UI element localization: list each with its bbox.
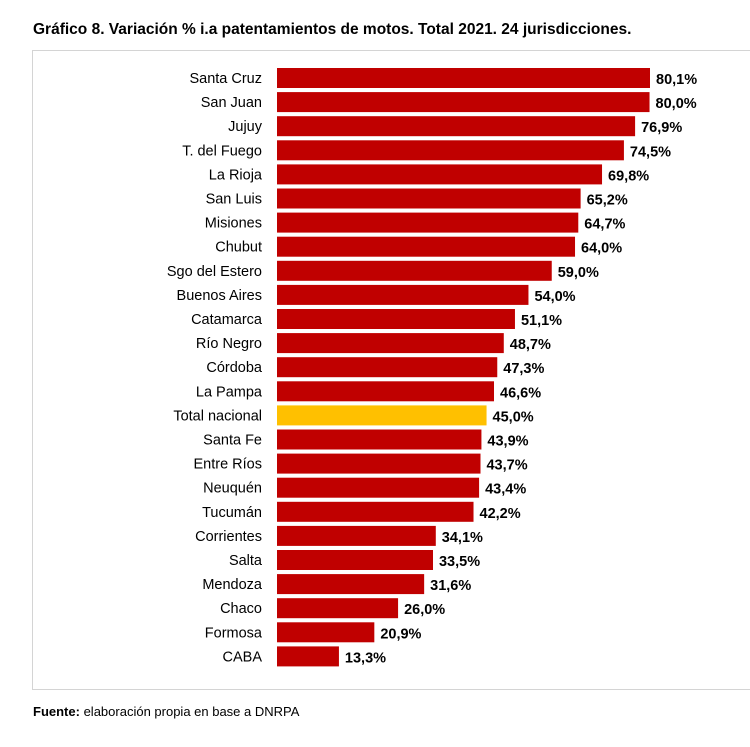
category-label-mendoza: Mendoza (202, 577, 263, 593)
value-label-salta: 33,5% (439, 554, 480, 570)
category-label-total-nacional: Total nacional (173, 408, 262, 424)
bar-buenos-aires (277, 284, 529, 305)
category-label-san-juan: San Juan (201, 95, 262, 111)
category-label-chubut: Chubut (215, 240, 262, 256)
category-label-rio-negro: Río Negro (196, 336, 262, 352)
value-label-misiones: 64,7% (584, 217, 625, 233)
source-note: Fuente: elaboración propia en base a DNR… (33, 704, 299, 719)
value-label-catamarca: 51,1% (521, 313, 562, 329)
category-label-catamarca: Catamarca (191, 312, 263, 328)
bar-cordoba (277, 357, 498, 378)
category-label-santa-cruz: Santa Cruz (189, 71, 262, 87)
bar-mendoza (277, 574, 425, 595)
category-label-jujuy: Jujuy (228, 119, 263, 135)
category-label-caba: CABA (223, 649, 263, 665)
value-label-corrientes: 34,1% (442, 530, 483, 546)
bar-total-nacional (277, 405, 487, 426)
source-text: elaboración propia en base a DNRPA (83, 704, 300, 719)
bar-entre-rios (277, 453, 481, 474)
category-label-la-pampa: La Pampa (196, 384, 263, 400)
category-label-buenos-aires: Buenos Aires (177, 288, 262, 304)
bar-chubut (277, 236, 576, 257)
bar-formosa (277, 622, 375, 643)
value-label-chaco: 26,0% (404, 602, 445, 618)
value-label-santa-fe: 43,9% (487, 434, 528, 450)
category-label-santa-fe: Santa Fe (203, 433, 262, 449)
bar-chaco (277, 598, 399, 619)
value-label-chubut: 64,0% (581, 241, 622, 257)
bar-salta (277, 550, 433, 570)
bar-chart: Santa Cruz 80,1% San Juan 80,0% Jujuy 76,9% T.… (167, 68, 697, 667)
value-label-buenos-aires: 54,0% (534, 289, 575, 305)
category-label-entre-rios: Entre Ríos (194, 457, 263, 473)
bar-san-juan (277, 92, 650, 113)
bar-corrientes (277, 525, 436, 546)
chart-frame (32, 50, 750, 690)
bar-la-pampa (277, 381, 495, 402)
value-label-caba: 13,3% (345, 650, 386, 666)
value-label-san-juan: 80,0% (656, 96, 697, 112)
bar-rio-negro (277, 333, 504, 354)
value-label-cordoba: 47,3% (503, 361, 544, 377)
value-label-la-pampa: 46,6% (500, 385, 541, 401)
value-label-formosa: 20,9% (380, 626, 421, 642)
category-label-sgo-del-estero: Sgo del Estero (167, 264, 262, 280)
value-label-rio-negro: 48,7% (510, 337, 551, 353)
value-label-san-luis: 65,2% (587, 193, 628, 209)
value-label-total-nacional: 45,0% (493, 409, 534, 425)
value-label-entre-rios: 43,7% (486, 458, 527, 474)
chart-title: Gráfico 8. Variación % i.a patentamiento… (33, 21, 632, 38)
value-label-t-del-fuego: 74,5% (630, 144, 671, 160)
value-label-mendoza: 31,6% (430, 578, 471, 594)
bar-neuquen (277, 477, 480, 498)
category-label-salta: Salta (229, 553, 263, 569)
bar-misiones (277, 212, 579, 233)
bar-jujuy (277, 116, 636, 137)
bar-santa-cruz (277, 68, 650, 88)
category-label-corrientes: Corrientes (195, 529, 262, 545)
source-label: Fuente: (33, 704, 80, 719)
bar-tucuman (277, 501, 474, 522)
category-label-neuquen: Neuquén (203, 481, 262, 497)
value-label-la-rioja: 69,8% (608, 168, 649, 184)
value-label-jujuy: 76,9% (641, 120, 682, 136)
category-label-tucuman: Tucumán (202, 505, 262, 521)
category-label-la-rioja: La Rioja (209, 167, 263, 183)
value-label-sgo-del-estero: 59,0% (558, 265, 599, 281)
bar-t-del-fuego (277, 140, 624, 161)
category-label-misiones: Misiones (205, 216, 262, 232)
bar-la-rioja (277, 164, 603, 185)
bar-caba (277, 646, 339, 667)
category-label-cordoba: Córdoba (206, 360, 263, 376)
value-label-neuquen: 43,4% (485, 482, 526, 498)
bar-catamarca (277, 309, 515, 329)
bar-san-luis (277, 188, 581, 209)
bar-santa-fe (277, 429, 482, 450)
category-label-chaco: Chaco (220, 601, 262, 617)
category-label-formosa: Formosa (205, 625, 263, 641)
value-label-tucuman: 42,2% (480, 506, 521, 522)
category-label-san-luis: San Luis (206, 192, 262, 208)
bar-sgo-del-estero (277, 260, 552, 281)
value-label-santa-cruz: 80,1% (656, 72, 697, 88)
category-label-t-del-fuego: T. del Fuego (182, 143, 262, 159)
